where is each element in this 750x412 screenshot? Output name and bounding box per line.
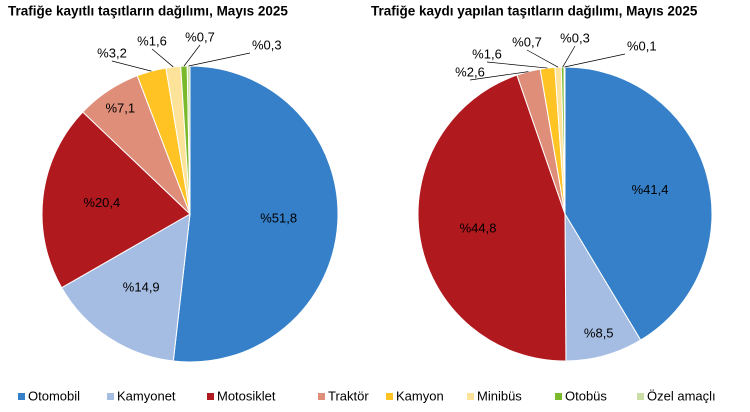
legend-label: Motosiklet	[217, 388, 276, 403]
pie-slice	[41, 111, 191, 289]
chart-title: Trafiğe kaydı yapılan taşıtların dağılım…	[371, 4, 698, 19]
legend-label: Traktör	[328, 388, 369, 403]
leader-line	[188, 52, 251, 67]
data-label: %41,4	[632, 182, 669, 197]
legend-swatch	[555, 393, 562, 400]
data-label: %2,6	[455, 64, 485, 79]
legend-label: Otomobil	[28, 388, 80, 403]
legend-swatch	[207, 393, 214, 400]
data-label: %0,3	[560, 30, 590, 45]
data-label: %1,6	[472, 46, 502, 61]
pie-slice	[417, 74, 567, 362]
leader-line	[151, 48, 174, 68]
legend-label: Özel amaçlı	[647, 388, 716, 403]
legend-label: Kamyonet	[117, 388, 176, 403]
leader-line	[111, 60, 152, 72]
data-label: %20,4	[83, 195, 120, 210]
legend-label: Otobüs	[565, 388, 607, 403]
leader-line	[469, 71, 529, 81]
legend-swatch	[18, 393, 25, 400]
legend-label: Kamyon	[396, 388, 444, 403]
chart-title: Trafiğe kayıtlı taşıtların dağılımı, May…	[8, 4, 288, 19]
leader-line	[486, 61, 548, 69]
data-label: %14,9	[123, 280, 160, 295]
data-label: %3,2	[97, 45, 127, 60]
legend-swatch	[107, 393, 114, 400]
leader-line	[564, 53, 626, 68]
data-label: %7,1	[105, 101, 135, 116]
leader-line	[183, 44, 201, 67]
data-label: %44,8	[460, 220, 497, 235]
pie-slice	[564, 66, 713, 341]
legend-label: Minibüs	[477, 388, 522, 403]
data-label: %1,6	[137, 33, 167, 48]
leader-line	[526, 49, 559, 68]
pie-slice	[172, 65, 339, 363]
data-label: %0,1	[627, 38, 657, 53]
legend-swatch	[386, 393, 393, 400]
legend-swatch	[637, 393, 644, 400]
pie-slice	[60, 213, 191, 362]
data-label: %0,7	[185, 29, 215, 44]
legend-swatch	[318, 393, 325, 400]
data-label: %0,7	[512, 34, 542, 49]
data-label: %51,8	[260, 210, 297, 225]
leader-line	[562, 45, 576, 68]
data-label: %8,5	[584, 326, 614, 341]
legend-swatch	[467, 393, 474, 400]
data-label: %0,3	[252, 37, 282, 52]
